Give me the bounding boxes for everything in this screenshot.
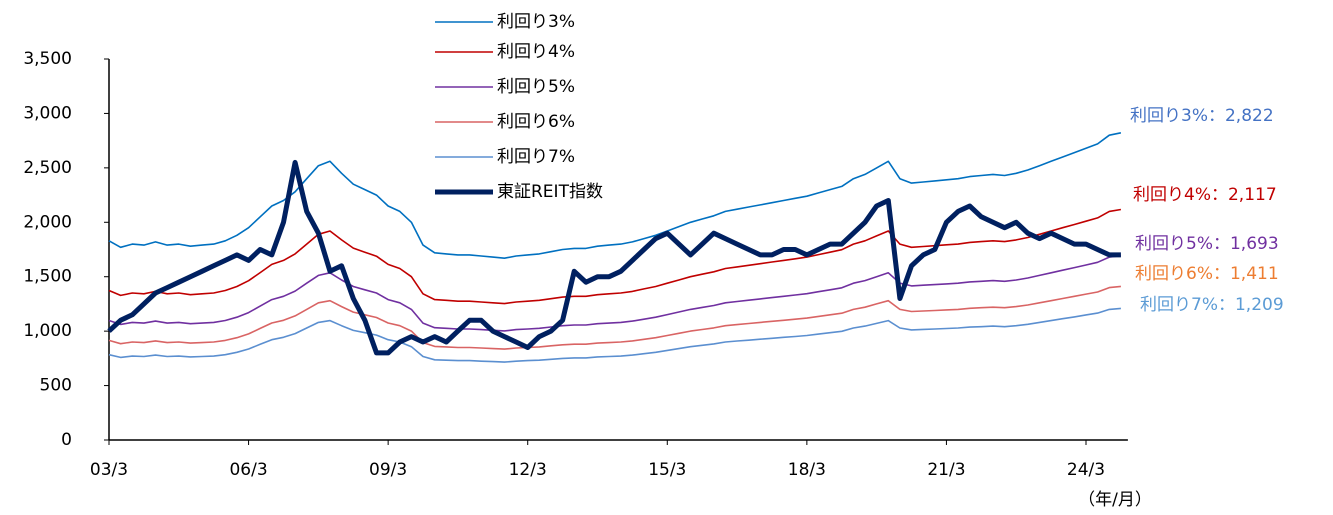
series-line bbox=[108, 307, 1121, 363]
end-label: 利回り3%：2,822 bbox=[1130, 106, 1274, 126]
x-tick-label: 15/3 bbox=[648, 460, 686, 480]
x-tick-label: 21/3 bbox=[927, 460, 965, 480]
series-line bbox=[108, 208, 1122, 305]
y-tick-label: 0 bbox=[61, 430, 72, 450]
end-label: 利回り5%：1,693 bbox=[1135, 234, 1279, 254]
legend-label: 利回り5% bbox=[497, 77, 575, 97]
x-tick-label: 03/3 bbox=[90, 460, 128, 480]
x-axis-label: （年/月） bbox=[1078, 490, 1152, 510]
series-line bbox=[107, 159, 1121, 356]
x-tick-label: 09/3 bbox=[369, 460, 407, 480]
x-tick-label: 24/3 bbox=[1067, 460, 1105, 480]
series-line bbox=[108, 285, 1121, 350]
y-tick-label: 3,000 bbox=[23, 103, 72, 123]
end-label: 利回り4%：2,117 bbox=[1133, 185, 1277, 205]
legend-label: 東証REIT指数 bbox=[497, 182, 603, 202]
y-tick-label: 500 bbox=[40, 376, 72, 396]
x-tick-label: 18/3 bbox=[788, 460, 826, 480]
legend-label: 利回り6% bbox=[497, 112, 575, 132]
y-tick-label: 3,500 bbox=[23, 49, 72, 69]
y-tick-label: 2,000 bbox=[23, 212, 72, 232]
end-label: 利回り6%：1,411 bbox=[1135, 264, 1279, 284]
series-line bbox=[108, 254, 1121, 332]
y-tick-label: 1,500 bbox=[23, 267, 72, 287]
series-line bbox=[108, 132, 1122, 259]
legend-label: 利回り7% bbox=[497, 147, 575, 167]
x-tick-label: 12/3 bbox=[509, 460, 547, 480]
y-tick-label: 1,000 bbox=[23, 321, 72, 341]
legend-label: 利回り4% bbox=[497, 42, 575, 62]
x-tick-label: 06/3 bbox=[229, 460, 267, 480]
y-tick-label: 2,500 bbox=[23, 158, 72, 178]
legend-label: 利回り3% bbox=[497, 12, 575, 32]
end-label: 利回り7%：1,209 bbox=[1140, 295, 1284, 315]
